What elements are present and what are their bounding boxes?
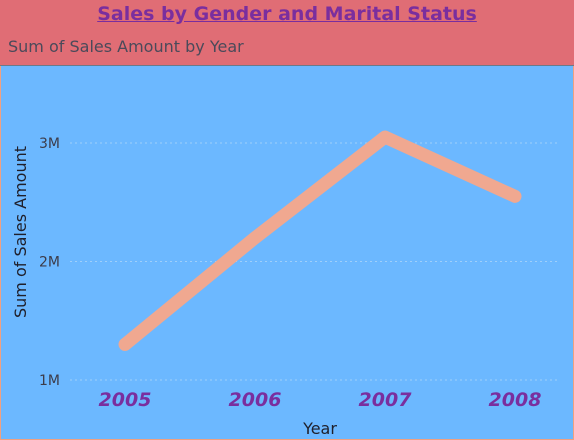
x-axis-label: Year <box>302 419 337 438</box>
y-tick-label: 3M <box>39 136 60 152</box>
x-tick-label: 2006 <box>229 389 282 411</box>
series-line <box>118 130 522 351</box>
y-tick-label: 2M <box>39 255 60 271</box>
x-tick-label: 2008 <box>489 389 542 411</box>
chart-subtitle: Sum of Sales Amount by Year <box>8 37 244 56</box>
chart-header: Sales by Gender and Marital Status Sum o… <box>0 0 574 66</box>
x-tick-label: 2007 <box>359 389 413 411</box>
y-axis-label: Sum of Sales Amount <box>11 146 30 318</box>
x-tick-label: 2005 <box>99 389 152 411</box>
line-chart: 1M 2M 3M 2005 2006 2007 2008 Sum of Sales Amo… <box>11 130 560 438</box>
report-title: Sales by Gender and Marital Status <box>97 3 477 25</box>
gridlines <box>70 142 560 381</box>
series-layer <box>118 130 522 351</box>
y-axis-ticks: 1M 2M 3M <box>39 136 60 389</box>
x-axis-ticks: 2005 2006 2007 2008 <box>99 389 542 411</box>
y-tick-label: 1M <box>39 373 60 389</box>
